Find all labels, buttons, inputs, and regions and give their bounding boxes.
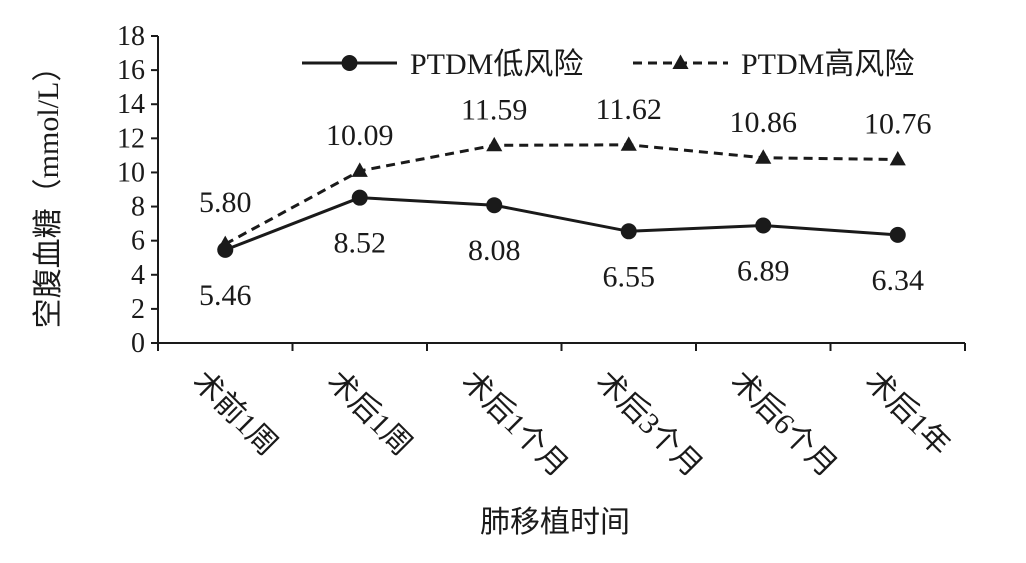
legend-label: PTDM低风险: [410, 48, 583, 81]
y-tick-label: 14: [117, 89, 145, 120]
data-label-low-risk: 6.89: [737, 254, 790, 287]
data-point-low-risk: [351, 189, 368, 206]
x-category-label: 术后1周: [321, 365, 419, 463]
y-tick-label: 6: [131, 226, 145, 257]
y-tick-label: 2: [131, 294, 145, 325]
y-tick-label: 16: [117, 55, 145, 86]
series-layer: [217, 136, 906, 258]
data-labels: 5.46 8.52 8.08 6.55 6.89 6.34 5.80 10.09 11.59 11…: [199, 93, 932, 312]
y-axis-title: 空腹血糖（mmol/L）: [32, 52, 65, 329]
data-label-low-risk: 6.55: [603, 260, 656, 293]
legend-item-high-risk: PTDM高风险: [633, 48, 914, 81]
x-category-label: 术后3个月: [590, 365, 709, 484]
data-label-high-risk: 5.80: [199, 186, 252, 219]
data-label-high-risk: 11.62: [596, 93, 662, 126]
y-tick-label: 18: [117, 21, 145, 52]
data-label-high-risk: 10.76: [864, 107, 932, 140]
y-tick-label: 10: [117, 157, 145, 188]
legend-marker-triangle: [672, 54, 689, 69]
y-tick-label: 0: [131, 328, 145, 359]
data-point-low-risk: [620, 223, 637, 240]
y-tick-label: 8: [131, 192, 145, 223]
data-label-low-risk: 8.08: [468, 234, 521, 267]
data-label-low-risk: 6.34: [872, 264, 925, 297]
x-category-label: 术后1个月: [455, 365, 574, 484]
x-axis: 术前1周 术后1周 术后1个月 术后3个月 术后6个月 术后1年: [157, 342, 966, 484]
data-label-high-risk: 10.09: [326, 119, 394, 152]
data-point-high-risk: [217, 235, 234, 251]
y-tick-label: 4: [131, 260, 145, 291]
y-tick-label: 12: [117, 123, 145, 154]
data-label-low-risk: 8.52: [334, 227, 387, 260]
data-label-high-risk: 10.86: [730, 106, 798, 139]
data-point-high-risk: [351, 162, 368, 177]
legend-label: PTDM高风险: [741, 48, 914, 81]
x-category-label: 术前1周: [186, 365, 284, 463]
legend-marker-circle: [341, 55, 358, 71]
legend-item-low-risk: PTDM低风险: [302, 48, 583, 81]
data-point-low-risk: [889, 226, 906, 243]
x-category-label: 术后1年: [859, 365, 957, 463]
data-point-high-risk: [620, 136, 637, 151]
x-axis-title: 肺移植时间: [480, 506, 630, 539]
data-point-high-risk: [755, 149, 772, 164]
legend: PTDM低风险 PTDM高风险: [302, 48, 914, 81]
series-line-high-risk: [224, 143, 898, 246]
data-label-high-risk: 11.59: [461, 93, 527, 126]
data-point-high-risk: [889, 150, 906, 166]
data-point-high-risk: [486, 136, 503, 152]
x-category-label: 术后6个月: [724, 365, 843, 484]
data-label-low-risk: 5.46: [199, 279, 252, 312]
series-line-low-risk: [224, 196, 898, 252]
data-point-low-risk: [486, 197, 503, 214]
data-point-low-risk: [755, 217, 772, 234]
